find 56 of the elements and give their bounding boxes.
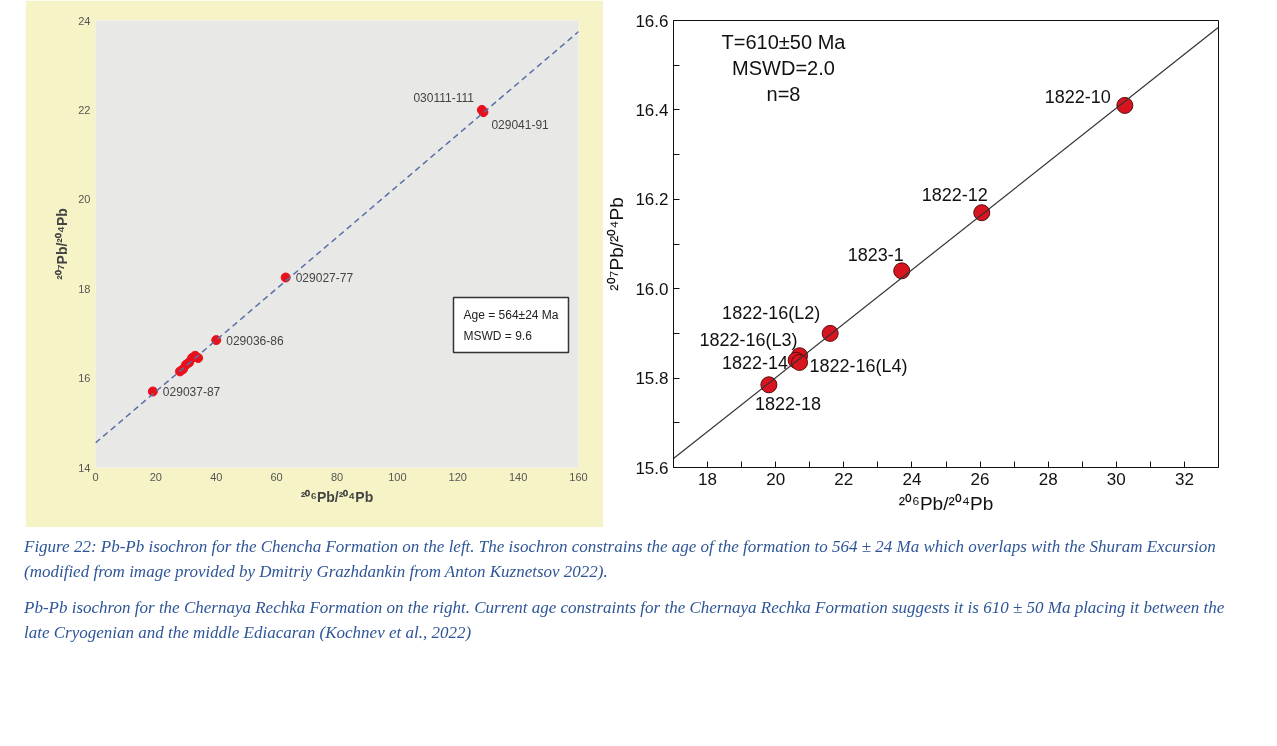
point	[147, 386, 158, 397]
x-tick-label: 22	[834, 469, 854, 489]
annotation: 029027-77	[295, 271, 354, 286]
y-tick-label: 16.4	[635, 100, 669, 120]
annotation: 1822-18	[754, 393, 821, 414]
point	[973, 204, 991, 222]
annotation: T=610±50 Ma MSWD=2.0 n=8	[721, 30, 847, 105]
annotation: 1822-14	[722, 352, 789, 373]
y-tick-label: 14	[78, 461, 91, 474]
x-tick-label: 18	[698, 469, 718, 489]
annotation: 1822-12	[921, 184, 988, 205]
annotation: Age = 564±24 Ma MSWD = 9.6	[463, 307, 559, 343]
x-tick-label: 120	[448, 470, 467, 483]
y-axis-title: ²⁰⁷Pb/²⁰⁴Pb	[606, 197, 628, 291]
annotation: 1822-16(L2)	[722, 303, 821, 324]
y-tick-label: 16	[78, 372, 91, 385]
annotation: 1823-1	[847, 244, 904, 265]
point	[760, 376, 778, 394]
y-tick-label: 15.6	[635, 458, 669, 478]
y-tick-label: 16.2	[635, 190, 669, 210]
annotation: 029036-86	[226, 333, 284, 348]
y-tick-label: 24	[78, 14, 91, 27]
y-tick-label: 15.8	[635, 369, 669, 389]
x-axis-title: ²⁰⁶Pb/²⁰⁴Pb	[300, 488, 374, 505]
y-tick-label: 18	[78, 282, 91, 295]
annotation: 029037-87	[162, 385, 221, 400]
point	[791, 353, 809, 371]
x-tick-label: 100	[388, 470, 407, 483]
x-tick-label: 160	[569, 470, 588, 483]
annotation: 030111-111	[413, 90, 475, 105]
y-tick-label: 16.0	[635, 279, 669, 299]
x-tick-label: 80	[330, 470, 344, 483]
x-tick-label: 28	[1038, 469, 1058, 489]
text: Pb-Pb isochron for the Chernaya Rechka Formation on the right. Current age constraints for the Chernaya Rechka Formation suggests it is 610 ± 50 Ma placing it between the late Cryogenian and the middle Ediacaran (Kochnev et al., 2022)	[24, 597, 1226, 644]
x-tick-label: 20	[149, 470, 163, 483]
annotation: 1822-16(L4)	[809, 356, 908, 377]
x-tick-label: 0	[92, 470, 99, 483]
point	[893, 262, 911, 280]
x-tick-label: 140	[508, 470, 528, 483]
y-tick-label: 20	[78, 193, 91, 206]
annotation: 1822-16(L3)	[699, 329, 798, 350]
y-tick-label: 22	[78, 103, 91, 116]
x-tick-label: 60	[270, 470, 283, 483]
y-axis-title: ²⁰⁷Pb/²⁰⁴Pb	[54, 208, 71, 280]
y-tick-label: 16.6	[635, 11, 669, 31]
annotation: 1822-10	[1044, 87, 1111, 108]
x-axis-title: ²⁰⁶Pb/²⁰⁴Pb	[898, 492, 994, 514]
x-tick-label: 24	[902, 469, 922, 489]
x-tick-label: 26	[970, 469, 990, 489]
x-tick-label: 30	[1106, 469, 1126, 489]
caption: Figure 22: Pb-Pb isochron for the Chencha Formation on the left. The isochron constrains the age of the formation to 564 ± 24 Ma which overlaps with the Shuram Excursion (modified from image provided by Dmitriy Grazhdankin from Anton Kuznetsov 2022).	[24, 536, 1217, 583]
x-tick-label: 32	[1174, 469, 1194, 489]
x-tick-label: 20	[766, 469, 786, 489]
annotation: 029041-91	[491, 118, 550, 133]
x-tick-label: 40	[210, 470, 223, 483]
point	[1116, 96, 1134, 114]
